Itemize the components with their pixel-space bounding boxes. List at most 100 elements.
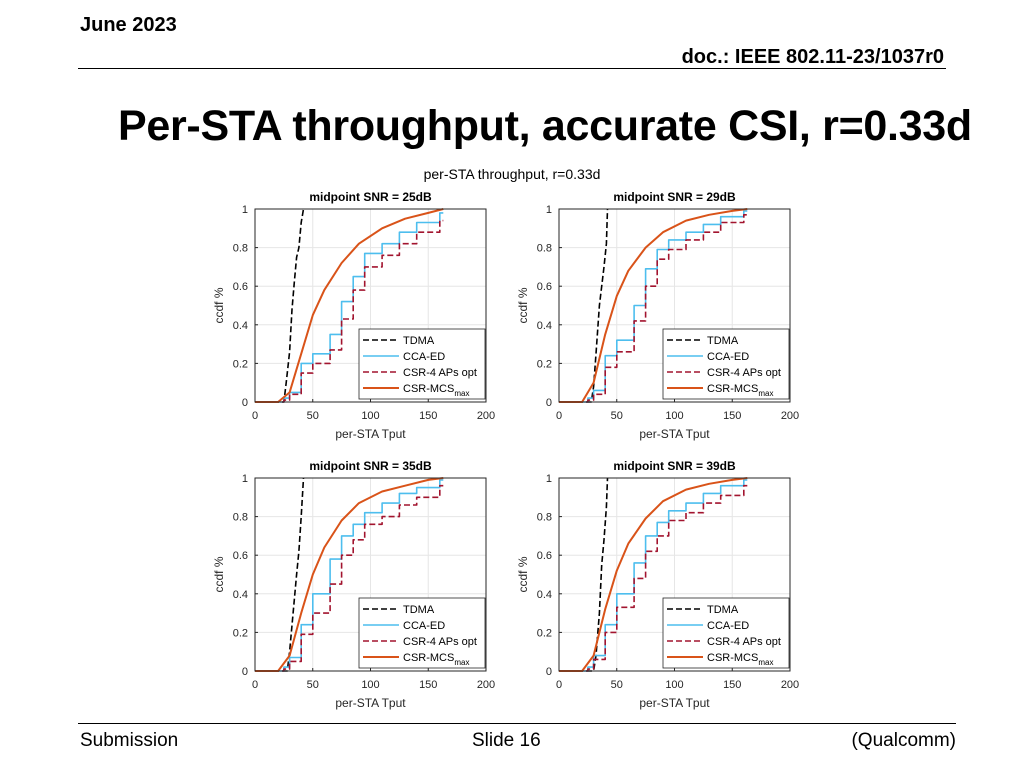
y-tick-label: 0.4	[233, 589, 248, 601]
legend-label: TDMA	[707, 335, 739, 347]
series-line-csr4	[255, 484, 444, 672]
x-tick-label: 50	[307, 410, 319, 422]
footer-slide-number: Slide 16	[472, 730, 541, 751]
x-tick-label: 100	[361, 410, 379, 422]
x-tick-label: 150	[419, 410, 437, 422]
legend: TDMA CCA-ED CSR-4 APs opt CSR-MCSmax	[358, 597, 486, 669]
legend-label: CSR-4 APs opt	[707, 367, 781, 379]
legend-label: TDMA	[707, 604, 739, 616]
header-doc-id: doc.: IEEE 802.11-23/1037r0	[681, 46, 944, 68]
x-tick-label: 200	[781, 679, 799, 691]
series-line-csrmcs	[255, 208, 444, 403]
chart-panel-3: 0 50 100 150 200 0 0.2 0.4 0.6 0.8 1 midpoint SNR =…	[212, 459, 495, 710]
series-line-cca	[559, 479, 748, 672]
legend-label-subscript: max	[454, 658, 469, 667]
y-tick-label: 0.8	[233, 512, 248, 524]
x-tick-label: 150	[723, 679, 741, 691]
x-axis-label: per-STA Tput	[639, 696, 710, 710]
series-line-cca	[255, 212, 444, 403]
legend-label: CSR-MCSmax	[403, 652, 469, 667]
y-tick-label: 0.4	[537, 589, 552, 601]
series-line-csr4	[255, 219, 444, 403]
y-tick-label: 0.6	[233, 281, 248, 293]
y-axis-label: ccdf %	[516, 556, 530, 592]
chart-title: midpoint SNR = 25dB	[309, 190, 432, 204]
legend-label: CSR-MCSmax	[403, 383, 469, 398]
x-axis-label: per-STA Tput	[335, 696, 406, 710]
y-tick-label: 0.8	[537, 512, 552, 524]
x-tick-label: 200	[477, 679, 495, 691]
x-tick-label: 50	[611, 410, 623, 422]
y-tick-label: 0.2	[537, 358, 552, 370]
y-tick-label: 0.4	[233, 320, 248, 332]
y-tick-label: 0.6	[537, 281, 552, 293]
legend-label-subscript: max	[758, 658, 773, 667]
y-tick-label: 0.8	[537, 243, 552, 255]
x-tick-label: 100	[665, 410, 683, 422]
series-line-cca	[255, 479, 444, 672]
legend: TDMA CCA-ED CSR-4 APs opt CSR-MCSmax	[662, 597, 790, 669]
legend-label-subscript: max	[758, 389, 773, 398]
series-line-cca	[559, 210, 748, 403]
series-line-tdma	[255, 477, 305, 672]
y-tick-label: 1	[546, 204, 552, 216]
y-tick-label: 0	[242, 666, 248, 678]
chart-title: midpoint SNR = 29dB	[613, 190, 736, 204]
legend: TDMA CCA-ED CSR-4 APs opt CSR-MCSmax	[662, 328, 790, 400]
x-tick-label: 200	[781, 410, 799, 422]
series-line-csrmcs	[559, 208, 748, 403]
y-tick-label: 1	[242, 204, 248, 216]
axes-box	[558, 208, 791, 403]
y-axis-label: ccdf %	[516, 287, 530, 323]
y-tick-label: 0	[546, 397, 552, 409]
y-tick-label: 0.6	[537, 550, 552, 562]
legend-label: CCA-ED	[403, 351, 445, 363]
figure-title: per-STA throughput, r=0.33d	[424, 166, 601, 182]
x-tick-label: 100	[665, 679, 683, 691]
slide-title: Per-STA throughput, accurate CSI, r=0.33…	[118, 102, 972, 150]
x-tick-label: 150	[419, 679, 437, 691]
x-tick-label: 150	[723, 410, 741, 422]
series-line-csr4	[559, 214, 748, 403]
y-tick-label: 0.6	[233, 550, 248, 562]
x-tick-label: 200	[477, 410, 495, 422]
x-tick-label: 0	[252, 679, 258, 691]
y-tick-label: 1	[546, 473, 552, 485]
series-line-csrmcs	[255, 477, 444, 672]
y-tick-label: 0.2	[233, 358, 248, 370]
legend-label: TDMA	[403, 335, 435, 347]
legend-label: CSR-4 APs opt	[403, 367, 477, 379]
y-axis-label: ccdf %	[212, 556, 226, 592]
x-tick-label: 50	[307, 679, 319, 691]
y-tick-label: 0.4	[537, 320, 552, 332]
y-tick-label: 0	[546, 666, 552, 678]
x-tick-label: 50	[611, 679, 623, 691]
legend-label: CSR-MCSmax	[707, 652, 773, 667]
x-axis-label: per-STA Tput	[335, 427, 406, 441]
legend-label: CSR-4 APs opt	[707, 636, 781, 648]
footer-submission: Submission	[80, 730, 179, 751]
legend-label: CCA-ED	[707, 351, 749, 363]
x-axis-label: per-STA Tput	[639, 427, 710, 441]
axes-box	[558, 477, 791, 672]
x-tick-label: 0	[556, 679, 562, 691]
y-tick-label: 0.2	[537, 627, 552, 639]
chart-panel-1: 0 50 100 150 200 0 0.2 0.4 0.6 0.8 1 midpoint SNR =…	[212, 190, 495, 441]
legend-label-subscript: max	[454, 389, 469, 398]
series-line-tdma	[255, 208, 305, 403]
x-tick-label: 0	[556, 410, 562, 422]
axes-box	[254, 208, 487, 403]
legend-label: TDMA	[403, 604, 435, 616]
legend-label: CSR-MCSmax	[707, 383, 773, 398]
footer-company: (Qualcomm)	[851, 730, 956, 751]
legend: TDMA CCA-ED CSR-4 APs opt CSR-MCSmax	[358, 328, 486, 400]
series-line-csr4	[559, 484, 748, 672]
chart-title: midpoint SNR = 35dB	[309, 459, 432, 473]
legend-label: CCA-ED	[403, 620, 445, 632]
legend-label: CCA-ED	[707, 620, 749, 632]
chart-panel-4: 0 50 100 150 200 0 0.2 0.4 0.6 0.8 1 midpoint SNR =…	[516, 459, 799, 710]
y-tick-label: 0.2	[233, 627, 248, 639]
x-tick-label: 0	[252, 410, 258, 422]
series-line-csrmcs	[559, 477, 748, 672]
